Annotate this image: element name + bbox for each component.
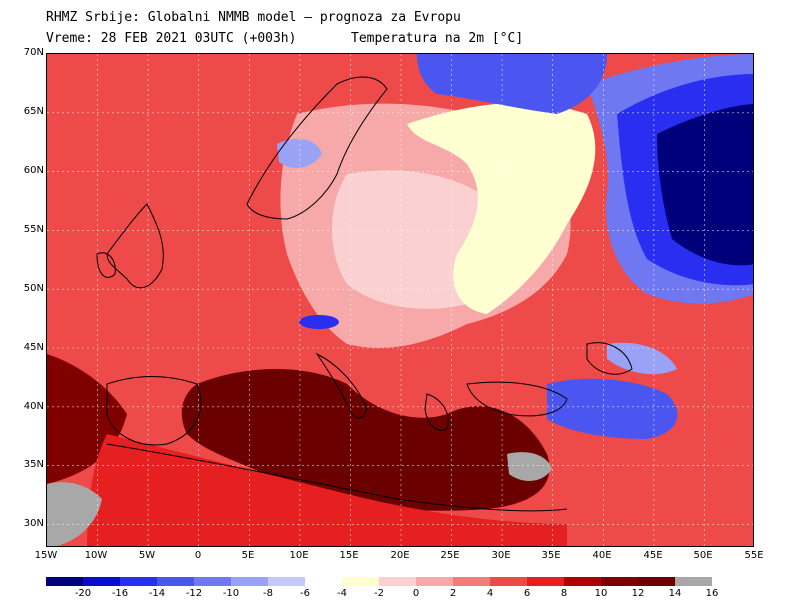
coast-black-sea xyxy=(586,342,633,375)
lon-tick-15e: 15E xyxy=(339,550,359,561)
color-scale-swatch xyxy=(231,577,268,586)
color-scale-swatch xyxy=(120,577,157,586)
graticule xyxy=(47,54,753,546)
color-scale-swatch xyxy=(601,577,638,586)
lon-tick-50e: 50E xyxy=(693,550,713,561)
color-scale-swatch xyxy=(638,577,675,586)
lon-tick-55e: 55E xyxy=(744,550,764,561)
lon-tick-0: 0 xyxy=(194,550,202,561)
color-scale-label: -2 xyxy=(374,588,384,599)
color-scale-label: 8 xyxy=(560,588,568,599)
color-scale-label: -12 xyxy=(185,588,203,599)
color-scale-swatch xyxy=(416,577,453,586)
lon-tick-30e: 30E xyxy=(491,550,511,561)
color-scale-label: 14 xyxy=(668,588,682,599)
color-scale-swatch xyxy=(564,577,601,586)
color-scale-label: 4 xyxy=(486,588,494,599)
lat-tick-70n: 70N xyxy=(23,47,44,58)
lon-tick-40e: 40E xyxy=(592,550,612,561)
color-scale-swatch xyxy=(675,577,712,586)
cold-patch-norway xyxy=(277,138,322,168)
color-scale-swatch xyxy=(194,577,231,586)
coast-italy xyxy=(315,352,368,419)
lon-tick-5w: 5W xyxy=(138,550,156,561)
color-scale-label: -14 xyxy=(148,588,166,599)
color-scale-label: -4 xyxy=(337,588,347,599)
color-scale-swatch xyxy=(453,577,490,586)
color-scale-label: -20 xyxy=(74,588,92,599)
coast-ireland xyxy=(96,252,116,278)
variable-label: Temperatura na 2m [°C] xyxy=(351,31,524,46)
color-scale-label: 0 xyxy=(412,588,420,599)
lat-tick-55n: 55N xyxy=(23,224,44,235)
lon-tick-35e: 35E xyxy=(541,550,561,561)
color-scale-swatch xyxy=(157,577,194,586)
map-canvas xyxy=(47,54,753,546)
cold-region-anatolia xyxy=(547,378,678,439)
coast-iberia xyxy=(106,376,202,446)
color-scale-swatch xyxy=(379,577,416,586)
lon-tick-20e: 20E xyxy=(390,550,410,561)
warm-region-mediterranean xyxy=(181,369,550,511)
color-scale-label: 16 xyxy=(705,588,719,599)
chart-title: RHMZ Srbije: Globalni NMMB model — progn… xyxy=(46,10,461,25)
coast-north-africa xyxy=(106,443,568,512)
lon-tick-5e: 5E xyxy=(241,550,255,561)
lon-tick-15w: 15W xyxy=(34,550,58,561)
color-scale-swatch xyxy=(305,577,342,586)
masked-area-west xyxy=(47,482,102,546)
cold-spot-alps xyxy=(299,315,339,329)
coast-scandinavia xyxy=(246,76,388,220)
coastlines xyxy=(96,76,633,512)
lon-tick-45e: 45E xyxy=(643,550,663,561)
lat-tick-30n: 30N xyxy=(23,518,44,529)
color-scale-bar xyxy=(46,577,712,586)
temperature-map xyxy=(46,53,754,547)
coast-britain xyxy=(106,203,164,289)
lon-tick-25e: 25E xyxy=(440,550,460,561)
color-scale-label: 10 xyxy=(594,588,608,599)
color-scale-swatch xyxy=(342,577,379,586)
color-scale-label: -8 xyxy=(263,588,273,599)
color-scale-swatch xyxy=(83,577,120,586)
color-scale-label: -6 xyxy=(300,588,310,599)
lon-tick-10w: 10W xyxy=(84,550,108,561)
color-scale-swatch xyxy=(268,577,305,586)
near-zero-region-east xyxy=(407,103,596,314)
color-scale-swatch xyxy=(46,577,83,586)
chart-subtitle: Vreme: 28 FEB 2021 03UTC (+003h) Temperat… xyxy=(46,31,523,46)
cold-region-north xyxy=(417,54,607,114)
color-scale-swatch xyxy=(527,577,564,586)
lon-tick-10e: 10E xyxy=(289,550,309,561)
lat-tick-65n: 65N xyxy=(23,106,44,117)
cold-region-caucasus xyxy=(607,342,677,375)
masked-area-east xyxy=(507,452,552,481)
color-scale-swatch xyxy=(490,577,527,586)
coast-greece xyxy=(424,393,449,431)
lat-tick-45n: 45N xyxy=(23,342,44,353)
lat-tick-35n: 35N xyxy=(23,459,44,470)
cold-region-russia-core xyxy=(657,104,753,266)
lat-tick-60n: 60N xyxy=(23,165,44,176)
lat-tick-40n: 40N xyxy=(23,401,44,412)
color-scale-label: 2 xyxy=(449,588,457,599)
valid-time-label: Vreme: 28 FEB 2021 03UTC (+003h) xyxy=(46,31,297,46)
color-scale-label: -10 xyxy=(222,588,240,599)
color-scale-label: 6 xyxy=(523,588,531,599)
color-scale-label: 12 xyxy=(631,588,645,599)
coast-anatolia xyxy=(466,381,568,417)
lat-tick-50n: 50N xyxy=(23,283,44,294)
color-scale-label: -16 xyxy=(111,588,129,599)
